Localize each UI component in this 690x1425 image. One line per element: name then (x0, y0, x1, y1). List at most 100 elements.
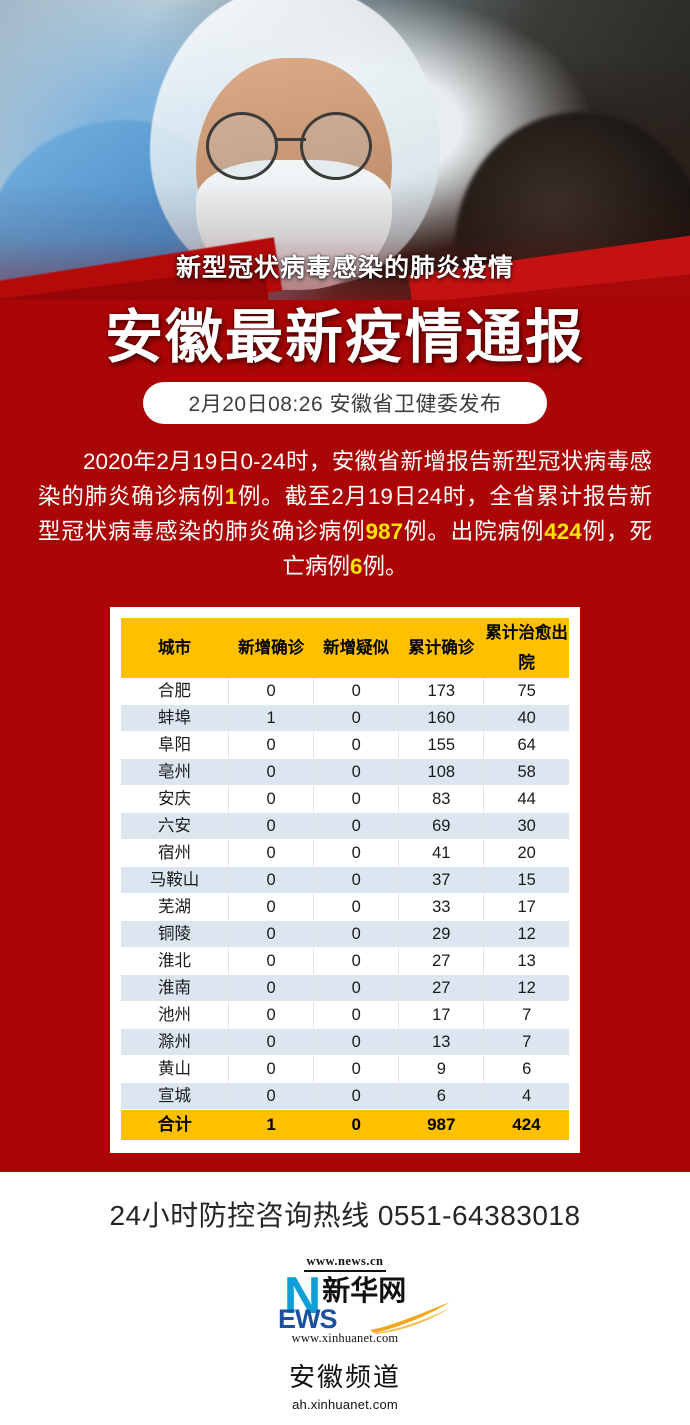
statistics-table-card: 城市 新增确诊 新增疑似 累计确诊 累计治愈出院 合肥 0 0 173 75 蚌埠 1 0 160 40 阜… (110, 607, 580, 1153)
table-cell-city: 宣城 (121, 1082, 230, 1110)
table-cell-value: 0 (313, 920, 400, 948)
table-cell-value: 7 (483, 1001, 569, 1029)
table-cell-value: 6 (483, 1055, 569, 1083)
total-label: 合计 (121, 1109, 229, 1140)
logo-url-top: www.news.cn (304, 1254, 386, 1272)
table-body: 合肥 0 0 173 75 蚌埠 1 0 160 40 阜阳 0 0 155 64 亳州 0 0 108 58 安庆 0 0… (121, 678, 569, 1110)
red-top-fade (0, 300, 690, 346)
table-cell-value: 29 (398, 920, 485, 948)
table-cell-value: 0 (313, 731, 400, 759)
table-header-row: 城市 新增确诊 新增疑似 累计确诊 累计治愈出院 (121, 618, 569, 678)
table-cell-value: 160 (398, 704, 485, 732)
table-row: 亳州 0 0 108 58 (121, 758, 569, 786)
logo-url-bottom: www.xinhuanet.com (291, 1331, 399, 1345)
hero-photo (0, 0, 690, 330)
table-cell-value: 0 (228, 731, 315, 759)
table-cell-value: 17 (398, 1001, 485, 1029)
table-cell-value: 75 (483, 678, 569, 705)
table-cell-value: 0 (228, 974, 315, 1002)
summary-paragraph: 2020年2月19日0-24时，安徽省新增报告新型冠状病毒感染的肺炎确诊病例1例… (38, 444, 652, 584)
footer-panel: 24小时防控咨询热线 0551-64383018 www.news.cn N 新… (0, 1172, 690, 1425)
table-cell-value: 0 (228, 1055, 315, 1083)
logo-n-letter-icon: N (283, 1267, 322, 1325)
total-value: 987 (398, 1109, 484, 1140)
table-cell-value: 0 (313, 704, 400, 732)
datestamp-badge: 2月20日08:26 安徽省卫健委发布 (143, 382, 547, 424)
table-cell-city: 芜湖 (121, 893, 230, 921)
logo-swoosh-icon (370, 1302, 450, 1334)
table-cell-city: 黄山 (121, 1055, 230, 1083)
table-cell-value: 0 (228, 758, 315, 786)
table-cell-city: 宿州 (121, 839, 230, 867)
table-cell-value: 0 (228, 812, 315, 840)
table-cell-value: 13 (483, 947, 569, 975)
table-cell-value: 27 (398, 947, 485, 975)
logo-chinese-name: 新华网 (322, 1275, 407, 1306)
table-cell-value: 27 (398, 974, 485, 1002)
table-cell-value: 13 (398, 1028, 485, 1056)
table-cell-value: 7 (483, 1028, 569, 1056)
table-row: 黄山 0 0 9 6 (121, 1055, 569, 1083)
table-cell-value: 0 (313, 866, 400, 894)
table-cell-city: 安庆 (121, 785, 230, 813)
table-cell-value: 41 (398, 839, 485, 867)
table-cell-value: 108 (398, 758, 485, 786)
table-cell-value: 0 (228, 785, 315, 813)
table-cell-value: 0 (228, 678, 315, 705)
discharged-value: 424 (544, 519, 582, 544)
table-cell-value: 0 (313, 974, 400, 1002)
summary-segment-5: 例。 (362, 554, 408, 579)
table-row: 铜陵 0 0 29 12 (121, 920, 569, 948)
table-cell-city: 亳州 (121, 758, 230, 786)
table-total-row: 合计 1 0 987 424 (121, 1109, 569, 1140)
table-cell-value: 1 (228, 704, 315, 732)
table-cell-value: 0 (313, 785, 400, 813)
table-cell-value: 155 (398, 731, 485, 759)
logo-mark: N 新华网 EWS (240, 1267, 450, 1334)
summary-segment-1: 2020年2月19日0-24时，安徽省新增报告新型冠状病毒感染的肺炎确诊病例 (38, 449, 652, 509)
table-cell-city: 合肥 (121, 678, 230, 705)
table-row: 淮南 0 0 27 12 (121, 974, 569, 1002)
statistics-table: 城市 新增确诊 新增疑似 累计确诊 累计治愈出院 合肥 0 0 173 75 蚌埠 1 0 160 40 阜… (121, 618, 569, 1140)
total-value: 424 (483, 1109, 569, 1140)
table-row: 宣城 0 0 6 4 (121, 1082, 569, 1110)
table-cell-value: 0 (313, 893, 400, 921)
table-row: 芜湖 0 0 33 17 (121, 893, 569, 921)
table-cell-value: 44 (483, 785, 569, 813)
table-column-header-2: 新增疑似 (313, 618, 400, 678)
page-title: 安徽最新疫情通报 (104, 305, 585, 370)
total-value: 1 (228, 1109, 314, 1140)
xinhua-logo[interactable]: www.news.cn N 新华网 EWS www.xinhuanet.com … (0, 1252, 690, 1412)
table-cell-value: 64 (483, 731, 569, 759)
table-row: 阜阳 0 0 155 64 (121, 731, 569, 759)
table-cell-value: 17 (483, 893, 569, 921)
table-cell-value: 12 (483, 974, 569, 1002)
summary-segment-4: 例，死亡病例 (282, 519, 652, 579)
deaths-value: 6 (349, 554, 363, 579)
table-cell-city: 阜阳 (121, 731, 230, 759)
table-cell-city: 淮南 (121, 974, 230, 1002)
table-cell-city: 铜陵 (121, 920, 230, 948)
table-cell-value: 0 (228, 866, 315, 894)
table-cell-value: 0 (313, 812, 400, 840)
table-cell-city: 滁州 (121, 1028, 230, 1056)
table-row: 池州 0 0 17 7 (121, 1001, 569, 1029)
table-cell-value: 0 (228, 920, 315, 948)
table-cell-value: 0 (228, 839, 315, 867)
table-cell-value: 30 (483, 812, 569, 840)
table-cell-value: 0 (228, 893, 315, 921)
table-cell-value: 0 (313, 947, 400, 975)
table-cell-city: 六安 (121, 812, 230, 840)
table-cell-city: 池州 (121, 1001, 230, 1029)
table-header: 城市 新增确诊 新增疑似 累计确诊 累计治愈出院 (121, 618, 569, 678)
table-cell-value: 173 (398, 678, 485, 705)
table-cell-value: 0 (228, 1028, 315, 1056)
table-cell-value: 15 (483, 866, 569, 894)
table-cell-value: 0 (228, 1001, 315, 1029)
table-cell-city: 淮北 (121, 947, 230, 975)
table-cell-value: 0 (313, 839, 400, 867)
channel-name: 安徽频道 (288, 1362, 401, 1392)
table-cell-value: 0 (313, 1082, 400, 1110)
table-cell-value: 69 (398, 812, 485, 840)
table-cell-city: 马鞍山 (121, 866, 230, 894)
